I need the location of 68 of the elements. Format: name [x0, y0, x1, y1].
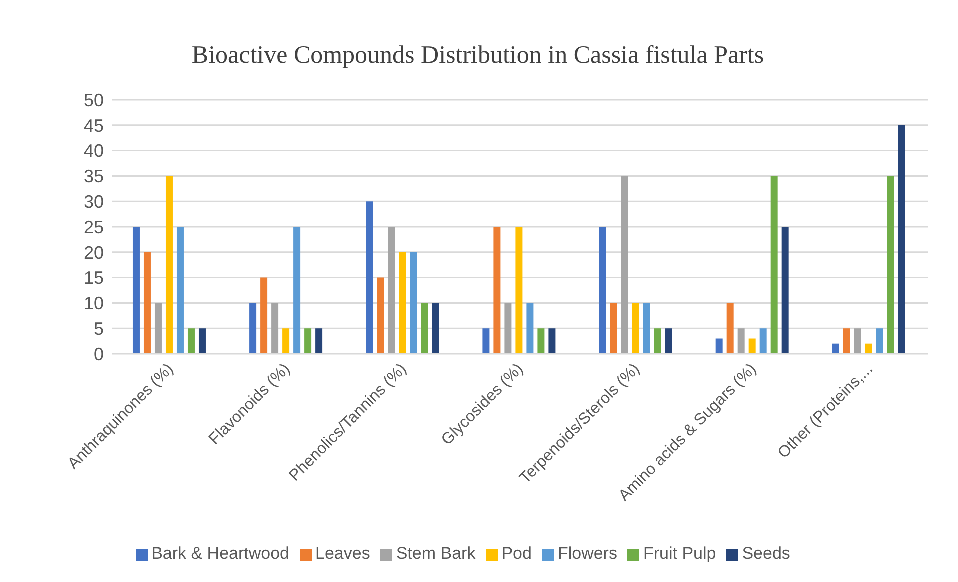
chart-title: Bioactive Compounds Distribution in Cassia fistula Parts: [190, 41, 766, 71]
bar: [782, 227, 789, 354]
legend-label: Seeds: [742, 544, 790, 563]
bar: [770, 176, 778, 354]
bar: [250, 303, 257, 354]
bar: [516, 227, 523, 354]
bar: [548, 328, 556, 354]
y-tick-label: 5: [94, 318, 104, 339]
bar: [304, 328, 312, 354]
bar: [176, 227, 184, 354]
bar: [132, 227, 140, 354]
bar: [494, 227, 501, 354]
bar: [876, 328, 884, 354]
bar: [665, 328, 672, 354]
legend-label: Pod: [502, 544, 532, 563]
bar: [610, 303, 618, 354]
bar: [504, 303, 512, 354]
bar: [621, 176, 628, 354]
bar: [887, 176, 894, 354]
bar: [260, 278, 268, 354]
bar: [748, 338, 756, 354]
legend-label: Flowers: [558, 544, 618, 563]
y-tick-label: 50: [84, 90, 104, 110]
y-tick-label: 40: [84, 141, 104, 162]
y-tick-label: 35: [84, 166, 104, 187]
legend-label: Fruit Pulp: [643, 544, 716, 563]
y-tick-label: 15: [84, 268, 104, 288]
bar: [632, 303, 640, 354]
y-tick-label: 45: [84, 116, 104, 136]
bar: [865, 344, 872, 354]
bar: [388, 227, 396, 354]
y-tick-label: 25: [84, 217, 104, 238]
y-tick-label: 0: [94, 344, 104, 364]
bar: [482, 328, 490, 354]
bar: [432, 303, 440, 354]
bar: [399, 252, 406, 354]
bar: [198, 328, 206, 354]
bar: [832, 344, 840, 354]
legend-label: Stem Bark: [396, 544, 476, 563]
bar: [154, 303, 162, 354]
bar: [760, 328, 767, 354]
bar: [843, 328, 850, 354]
bar: [726, 303, 734, 354]
y-tick-label: 20: [84, 242, 104, 263]
bar: [410, 252, 418, 354]
bar: [538, 328, 545, 354]
bar: [316, 328, 323, 354]
bar: [282, 328, 290, 354]
bar: [898, 125, 906, 354]
legend-label: Bark & Heartwood: [152, 544, 290, 563]
y-tick-label: 30: [84, 192, 104, 212]
bar: [377, 278, 384, 354]
bar: [643, 303, 650, 354]
bar: [188, 328, 195, 354]
bar: [166, 176, 173, 354]
bar: [366, 202, 374, 354]
legend-label: Leaves: [316, 544, 370, 563]
bar: [421, 303, 428, 354]
y-tick-label: 10: [84, 294, 104, 314]
bar: [294, 227, 301, 354]
bar: [716, 338, 723, 354]
bar: [272, 303, 279, 354]
bar: [526, 303, 534, 354]
bar: [599, 227, 606, 354]
bar: [854, 328, 862, 354]
bar: [738, 328, 745, 354]
bar: [654, 328, 662, 354]
bar: [144, 252, 151, 354]
